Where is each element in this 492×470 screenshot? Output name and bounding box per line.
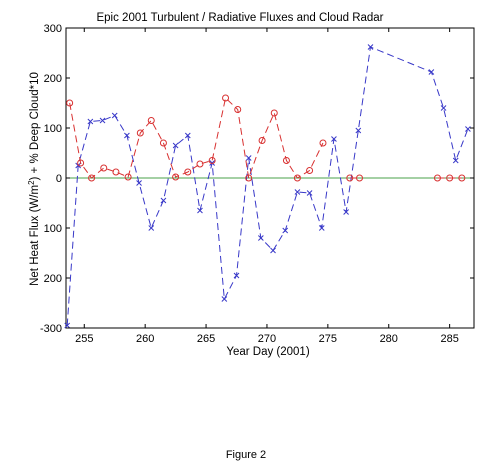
series-2-point [222, 94, 230, 102]
series-1-point [64, 322, 71, 329]
series-2-point [270, 109, 278, 117]
series-1-point [184, 132, 191, 139]
y-axis-title-part2: ) + % Deep Cloud*10 [29, 72, 41, 180]
figure-caption: Figure 2 [225, 449, 267, 461]
series-1-point [282, 227, 289, 234]
series-2-point [293, 174, 301, 182]
y-axis-title-superscript: 2 [27, 180, 36, 185]
series-2-line [69, 97, 324, 179]
series-2-point [319, 139, 327, 147]
x-tick-label: 285 [440, 333, 458, 345]
series-2-point [77, 159, 85, 167]
series-1-point [306, 190, 313, 196]
series-2-point [346, 174, 354, 182]
series-1-point [172, 142, 179, 149]
y-tick-label: 200 [44, 73, 62, 85]
series-2-point [172, 173, 180, 181]
x-tick-label: 280 [380, 333, 398, 345]
series-1-point [160, 197, 167, 204]
x-tick-label: 255 [75, 333, 93, 345]
x-tick-label: 265 [197, 333, 215, 345]
series-1 [64, 44, 471, 329]
plot-area [64, 27, 475, 329]
series-2-point [196, 160, 204, 168]
y-axis-title: Net Heat Flux (W/m2) + % Deep Cloud*10 [27, 72, 42, 286]
x-tick-label: 260 [136, 333, 154, 345]
series-1-point [258, 235, 264, 241]
series-1-point [331, 136, 337, 142]
y-axis-title-part1: Net Heat Flux (W/m [29, 185, 41, 286]
series-2-point [234, 106, 242, 113]
series-2 [66, 94, 466, 182]
series-1-point [87, 118, 94, 125]
y-tick-label: -300 [40, 323, 62, 335]
series-2-point [458, 174, 466, 182]
series-1-point [233, 272, 240, 279]
series-1-point [221, 296, 228, 302]
series-1-point [294, 189, 301, 195]
series-1-point [148, 225, 155, 231]
series-2-point [184, 168, 192, 176]
y-tick-label: 100 [44, 123, 62, 135]
series-2-point [147, 117, 155, 124]
series-2-point [100, 164, 108, 172]
series-2-point [245, 174, 253, 182]
series-1-point [452, 157, 459, 164]
series-1-point [355, 127, 362, 134]
y-axis-ticks: -300 200 100 0 100 200 300 [40, 23, 474, 335]
series-2-point [88, 174, 96, 182]
series-group [64, 44, 471, 329]
series-2-point [112, 168, 120, 176]
series-1-point [318, 225, 325, 231]
y-tick-label: 0 [56, 173, 62, 185]
series-2-point [446, 174, 454, 182]
y-tick-label: 300 [44, 23, 62, 35]
series-2-point [124, 173, 132, 181]
series-2-point [306, 167, 314, 174]
series-1-point [270, 247, 276, 254]
x-tick-label: 275 [319, 333, 337, 345]
x-tick-label: 270 [258, 333, 276, 345]
y-tick-label: 100 [44, 223, 62, 235]
x-axis-title: Year Day (2001) [226, 346, 309, 358]
series-1-point [428, 69, 435, 75]
series-2-point [159, 139, 167, 147]
x-axis-ticks: 255 260 265 270 275 280 285 [75, 28, 459, 345]
series-2-point [433, 174, 441, 182]
series-1-point [99, 117, 106, 124]
series-1-point [465, 126, 471, 132]
chart-title: Epic 2001 Turbulent / Radiative Fluxes a… [96, 12, 383, 24]
series-2-point [66, 99, 74, 107]
series-2-point [258, 137, 266, 144]
y-tick-label: 200 [44, 273, 62, 285]
series-1-point [245, 155, 252, 161]
series-2-point [282, 157, 290, 164]
series-1-point [367, 44, 374, 50]
series-1-point [111, 112, 118, 119]
series-1-point [197, 207, 203, 214]
series-1-point [124, 132, 130, 139]
series-2-point [136, 129, 144, 137]
series-1-point [343, 209, 349, 215]
series-1-point [136, 180, 142, 186]
series-2-point [356, 174, 364, 182]
series-2-point [208, 157, 216, 164]
series-1-point [440, 105, 447, 111]
